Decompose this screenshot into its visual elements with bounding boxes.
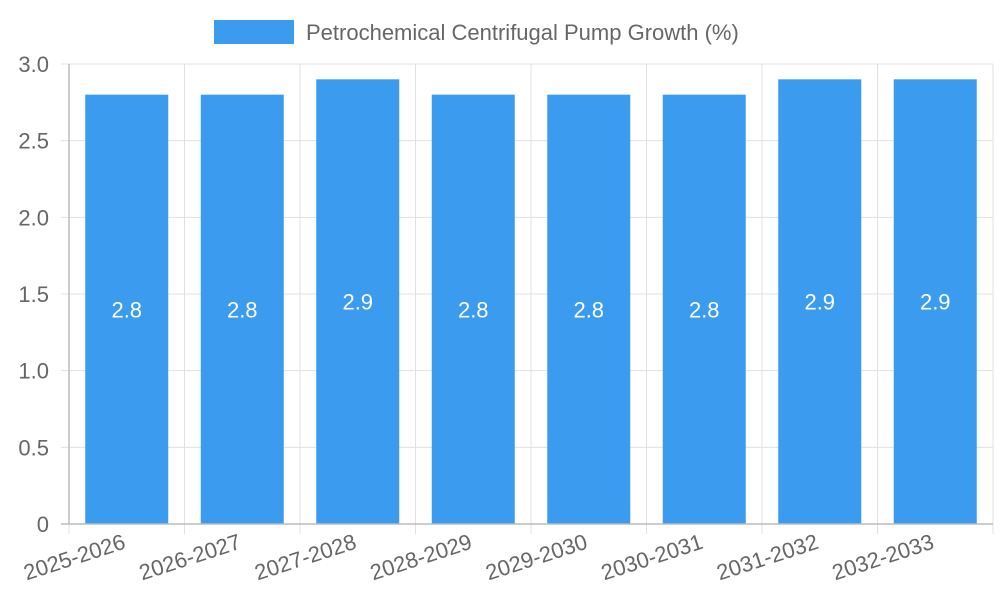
x-axis-ticks: 2025-2026 2026-2027 2027-2028 2028-2029 2029… [21, 529, 937, 585]
bar [778, 79, 862, 524]
bar [200, 94, 284, 525]
bar [547, 94, 631, 525]
y-tick-label: 1.0 [18, 359, 49, 384]
bar-value-label: 2.8 [458, 297, 489, 322]
bar-value-label: 2.9 [804, 290, 835, 315]
y-tick-label: 1.5 [18, 282, 49, 307]
bar [893, 79, 977, 524]
y-tick-label: 0 [37, 512, 49, 537]
x-tick-label: 2031-2032 [714, 529, 822, 585]
x-tick-label: 2026-2027 [136, 529, 244, 585]
bar-value-label: 2.8 [573, 297, 604, 322]
bar [662, 94, 746, 525]
bar-value-label: 2.9 [920, 290, 951, 315]
x-tick-label: 2028-2029 [367, 529, 475, 585]
x-tick-label: 2027-2028 [252, 529, 360, 585]
bar [316, 79, 400, 524]
y-tick-label: 3.0 [18, 52, 49, 77]
legend-label: Petrochemical Centrifugal Pump Growth (%… [306, 20, 739, 45]
bars [85, 79, 977, 525]
axes [61, 64, 993, 525]
x-tick-label: 2032-2033 [829, 529, 937, 585]
bar-value-label: 2.9 [342, 290, 373, 315]
bar [431, 94, 515, 525]
x-tick-label: 2025-2026 [21, 529, 129, 585]
y-tick-label: 2.0 [18, 205, 49, 230]
bar [85, 94, 169, 525]
bar-value-label: 2.8 [227, 297, 258, 322]
legend: Petrochemical Centrifugal Pump Growth (%… [214, 20, 739, 45]
legend-swatch [214, 20, 294, 44]
bar-value-label: 2.8 [689, 297, 720, 322]
y-tick-label: 0.5 [18, 435, 49, 460]
bar-value-label: 2.8 [111, 297, 142, 322]
y-axis-ticks: 0 0.5 1.0 1.5 2.0 2.5 3.0 [18, 52, 49, 537]
x-tick-label: 2030-2031 [598, 529, 706, 585]
x-tick-label: 2029-2030 [483, 529, 591, 585]
y-tick-label: 2.5 [18, 129, 49, 154]
bar-labels: 2.8 2.8 2.9 2.8 2.8 2.8 2.9 2.9 [111, 290, 950, 323]
